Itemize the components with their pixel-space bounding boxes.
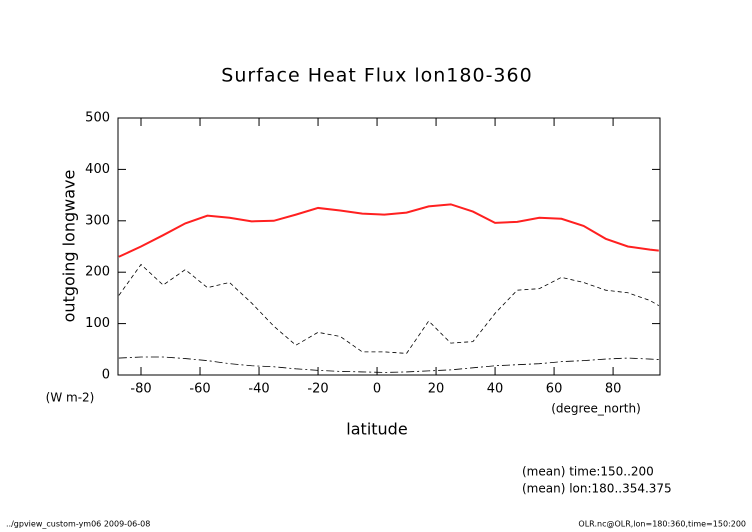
- x-tick-label: 80: [605, 382, 622, 397]
- note: (mean) lon:180..354.375: [522, 482, 672, 496]
- x-units: (degree_north): [551, 402, 641, 416]
- x-tick-label: -80: [130, 382, 151, 397]
- x-tick-label: -20: [307, 382, 328, 397]
- x-tick-label: 20: [428, 382, 445, 397]
- x-tick-label: -60: [189, 382, 210, 397]
- y-tick-label: 0: [102, 368, 110, 383]
- y-units: (W m-2): [46, 391, 95, 405]
- x-tick-label: 40: [487, 382, 504, 397]
- series-line: [118, 356, 659, 373]
- x-tick-label: 0: [373, 382, 381, 397]
- series-line: [118, 203, 659, 258]
- y-tick-label: 100: [85, 316, 110, 331]
- note: (mean) time:150..200: [522, 465, 654, 479]
- y-tick-label: 500: [85, 111, 110, 126]
- x-tick-label: -40: [248, 382, 269, 397]
- y-tick-label: 400: [85, 162, 110, 177]
- chart-title: Surface Heat Flux lon180-360: [221, 65, 532, 87]
- x-tick-label: 60: [546, 382, 563, 397]
- series-line: [118, 263, 660, 354]
- plot-frame: [117, 117, 661, 376]
- x-axis-label: latitude: [346, 420, 407, 439]
- y-tick-label: 300: [85, 213, 110, 228]
- y-axis-label: outgoing longwave: [60, 170, 79, 323]
- footer: ../gpview_custom-ym06 2009-06-08: [6, 520, 150, 529]
- footer: OLR.nc@OLR,lon=180:360,time=150:200: [578, 520, 746, 529]
- y-tick-label: 200: [85, 265, 110, 280]
